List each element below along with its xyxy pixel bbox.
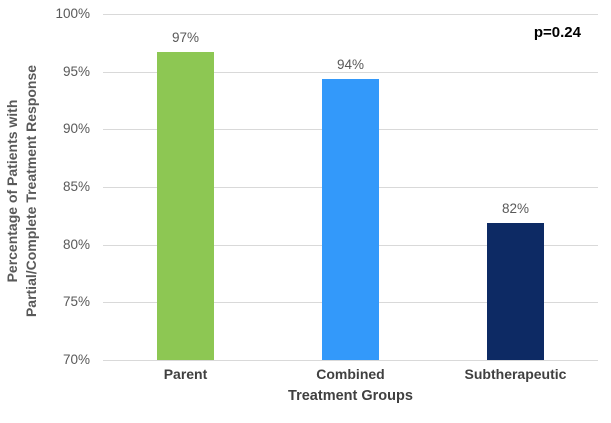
- y-tick-label: 85%: [62, 179, 90, 194]
- plot-area: 97% 94% 82%: [103, 14, 598, 361]
- bar-value-label: 82%: [501, 200, 530, 216]
- p-value-annotation: p=0.24: [533, 24, 581, 41]
- gridline: [103, 71, 598, 73]
- bar-parent: [157, 52, 214, 360]
- y-tick-label: 95%: [62, 63, 90, 79]
- x-axis-title: Treatment Groups: [288, 388, 413, 404]
- gridline: [103, 360, 598, 361]
- bar-subtherapeutic: [487, 222, 544, 360]
- y-tick-label: 90%: [62, 121, 90, 137]
- y-axis-title-line-1: Percentage of Patients with: [4, 99, 20, 283]
- category-label-combined: Combined: [316, 366, 385, 382]
- category-label-parent: Parent: [163, 366, 208, 382]
- gridline: [103, 14, 598, 15]
- y-tick-label: 75%: [62, 294, 90, 310]
- bar-combined: [322, 78, 379, 360]
- bar-value-label: 97%: [171, 30, 200, 46]
- y-tick-label: 80%: [62, 236, 90, 252]
- category-label-subtherapeutic: Subtherapeutic: [464, 366, 567, 382]
- y-tick-label: 100%: [55, 6, 90, 21]
- bar-value-label: 94%: [336, 56, 365, 72]
- y-tick-label: 70%: [62, 352, 90, 367]
